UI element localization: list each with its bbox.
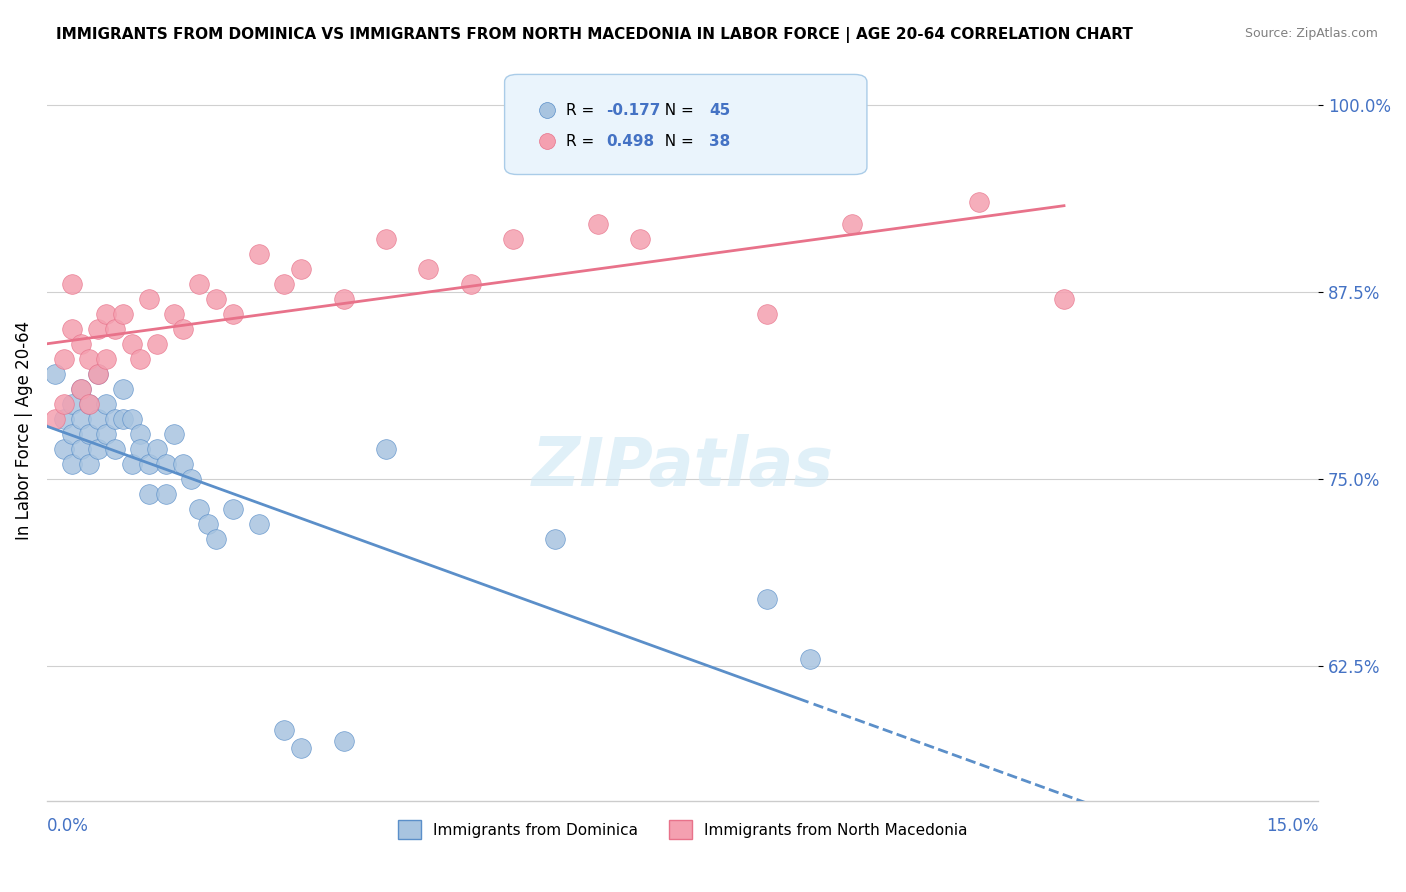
Text: R =: R = — [565, 134, 599, 149]
Point — [69, 382, 91, 396]
Text: 38: 38 — [709, 134, 731, 149]
Point — [69, 382, 91, 396]
Point — [222, 501, 245, 516]
Point — [96, 397, 118, 411]
Point — [96, 307, 118, 321]
Point — [247, 516, 270, 531]
Point — [841, 217, 863, 231]
Text: -0.177: -0.177 — [606, 103, 661, 118]
Point — [129, 427, 152, 442]
Point — [163, 307, 186, 321]
Point — [87, 322, 110, 336]
Point — [112, 412, 135, 426]
Point — [87, 367, 110, 381]
Point — [44, 367, 66, 381]
Point — [628, 232, 651, 246]
Point — [374, 232, 396, 246]
Point — [222, 307, 245, 321]
Point — [52, 412, 75, 426]
Text: N =: N = — [655, 103, 699, 118]
Text: 15.0%: 15.0% — [1265, 816, 1319, 835]
Point — [332, 292, 354, 306]
Point — [146, 442, 169, 456]
Point — [290, 262, 312, 277]
Point — [799, 651, 821, 665]
Point — [247, 247, 270, 261]
Point — [52, 442, 75, 456]
Point — [96, 427, 118, 442]
Point — [155, 487, 177, 501]
Point — [205, 292, 228, 306]
Point — [60, 277, 83, 292]
Point — [104, 442, 127, 456]
Point — [69, 412, 91, 426]
Point — [104, 412, 127, 426]
Point — [104, 322, 127, 336]
Point — [60, 457, 83, 471]
Text: 45: 45 — [709, 103, 731, 118]
Point — [121, 457, 143, 471]
Point — [138, 292, 160, 306]
Point — [172, 322, 194, 336]
Point — [155, 457, 177, 471]
Point — [138, 457, 160, 471]
Point — [112, 307, 135, 321]
Text: Source: ZipAtlas.com: Source: ZipAtlas.com — [1244, 27, 1378, 40]
Point — [290, 741, 312, 756]
Point — [96, 352, 118, 367]
Point — [77, 397, 100, 411]
Point — [44, 412, 66, 426]
Point — [77, 352, 100, 367]
Y-axis label: In Labor Force | Age 20-64: In Labor Force | Age 20-64 — [15, 321, 32, 540]
Point — [586, 217, 609, 231]
Point — [129, 352, 152, 367]
Text: R =: R = — [565, 103, 599, 118]
Point — [1053, 292, 1076, 306]
Point — [756, 591, 779, 606]
Point — [273, 723, 295, 738]
Point — [163, 427, 186, 442]
Point — [69, 337, 91, 351]
Point — [188, 277, 211, 292]
Legend: Immigrants from Dominica, Immigrants from North Macedonia: Immigrants from Dominica, Immigrants fro… — [392, 814, 973, 845]
Point — [112, 382, 135, 396]
Point — [77, 427, 100, 442]
Point — [205, 532, 228, 546]
Point — [188, 501, 211, 516]
Point — [77, 457, 100, 471]
Point — [180, 472, 202, 486]
Point — [273, 277, 295, 292]
Point — [77, 397, 100, 411]
Point — [197, 516, 219, 531]
Point — [52, 352, 75, 367]
Point — [69, 442, 91, 456]
Point — [87, 367, 110, 381]
Point — [121, 337, 143, 351]
Point — [146, 337, 169, 351]
Text: 0.498: 0.498 — [606, 134, 654, 149]
Point — [87, 442, 110, 456]
Text: IMMIGRANTS FROM DOMINICA VS IMMIGRANTS FROM NORTH MACEDONIA IN LABOR FORCE | AGE: IMMIGRANTS FROM DOMINICA VS IMMIGRANTS F… — [56, 27, 1133, 43]
Point — [374, 442, 396, 456]
Point — [60, 322, 83, 336]
Text: 0.0%: 0.0% — [46, 816, 89, 835]
Point — [756, 307, 779, 321]
Text: N =: N = — [655, 134, 699, 149]
Point — [129, 442, 152, 456]
Point — [172, 457, 194, 471]
Point — [544, 532, 567, 546]
Point — [60, 397, 83, 411]
Point — [52, 397, 75, 411]
Point — [460, 277, 482, 292]
Text: ZIPatlas: ZIPatlas — [531, 434, 834, 500]
Point — [60, 427, 83, 442]
Point — [967, 194, 990, 209]
Point — [332, 734, 354, 748]
Point — [502, 232, 524, 246]
Point — [418, 262, 440, 277]
FancyBboxPatch shape — [505, 74, 868, 175]
Point — [138, 487, 160, 501]
Point — [87, 412, 110, 426]
Point — [121, 412, 143, 426]
